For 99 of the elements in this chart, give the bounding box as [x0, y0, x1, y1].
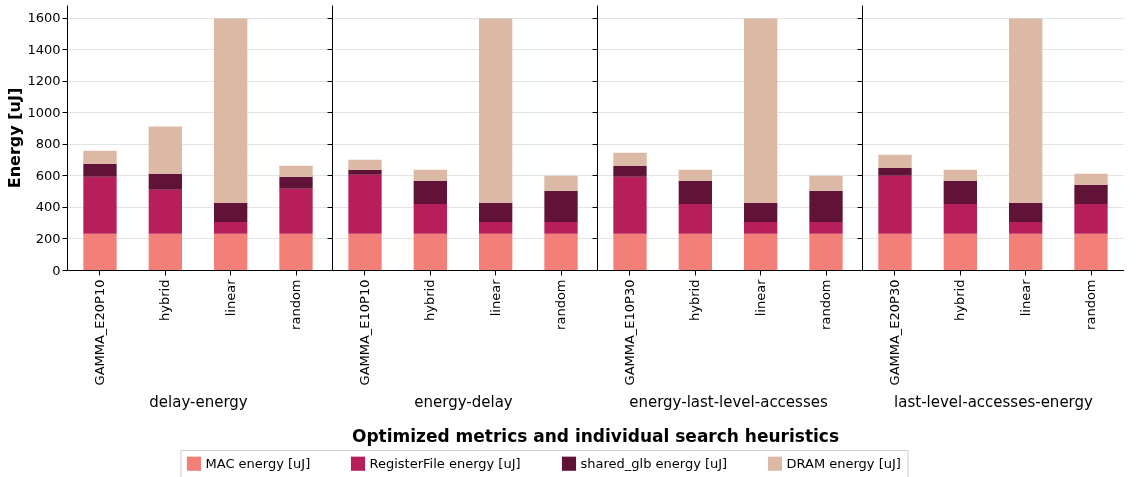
x-tick-label: GAMMA_E20P30: [886, 279, 902, 386]
legend-label: RegisterFile energy [uJ]: [369, 455, 521, 471]
bar: [148, 189, 182, 234]
bar: [214, 233, 248, 270]
bar: [878, 154, 912, 168]
bar: [1009, 233, 1043, 270]
x-tick-label: linear: [222, 278, 238, 317]
bar: [148, 126, 182, 174]
bar: [479, 202, 513, 222]
bar: [479, 233, 513, 270]
bar: [413, 169, 447, 181]
x-tick-label: random: [288, 279, 304, 330]
legend-label: MAC energy [uJ]: [205, 455, 311, 471]
bar: [413, 233, 447, 270]
bar: [678, 203, 712, 234]
bar: [613, 233, 647, 270]
bar: [1074, 203, 1108, 234]
x-axis-title: energy-last-level-accesses: [629, 393, 828, 412]
x-tick-label: GAMMA_E10P10: [357, 279, 372, 386]
y-tick-label: 1600: [27, 10, 61, 26]
bar: [279, 233, 313, 270]
x-tick-label: linear: [1017, 278, 1033, 317]
bar: [1009, 221, 1043, 234]
bar: [348, 233, 382, 270]
y-tick-label: 0: [52, 262, 61, 278]
bar: [809, 221, 843, 234]
bar: [83, 176, 117, 234]
bar: [544, 190, 578, 222]
bar: [613, 165, 647, 177]
y-tick-label: 200: [35, 230, 61, 246]
bar: [148, 233, 182, 270]
bar: [678, 233, 712, 270]
bar: [348, 159, 382, 170]
legend-label: DRAM energy [uJ]: [786, 455, 901, 471]
bar: [943, 233, 977, 270]
x-tick-label: random: [553, 279, 569, 330]
bar: [544, 175, 578, 191]
y-tick-label: 1200: [27, 73, 61, 89]
bar: [943, 203, 977, 234]
x-tick-label: linear: [487, 278, 503, 317]
bar: [1074, 173, 1108, 185]
y-tick-label: 1000: [27, 104, 61, 120]
bar: [1074, 184, 1108, 204]
bar: [809, 190, 843, 222]
bar: [1009, 18, 1043, 203]
x-axis-title: energy-delay: [414, 393, 513, 412]
bar: [279, 176, 313, 189]
bar: [878, 167, 912, 176]
y-tick-label: 1400: [27, 41, 61, 57]
x-tick-label: hybrid: [952, 279, 968, 321]
bar: [279, 165, 313, 177]
bar: [744, 221, 778, 234]
legend-label: shared_glb energy [uJ]: [580, 455, 728, 471]
x-tick-label: hybrid: [157, 279, 173, 321]
x-tick-label: GAMMA_E20P10: [92, 279, 107, 386]
bar: [613, 176, 647, 234]
bar: [479, 18, 513, 203]
bar: [809, 175, 843, 191]
bar: [413, 180, 447, 204]
bar: [279, 188, 313, 234]
bar: [479, 221, 513, 234]
bar: [744, 18, 778, 203]
bar: [943, 169, 977, 181]
bar: [613, 152, 647, 166]
bar: [83, 150, 117, 164]
bar: [744, 202, 778, 222]
bar: [348, 169, 382, 175]
bar: [878, 175, 912, 234]
y-axis-title: Energy [uJ]: [5, 87, 25, 189]
bar: [544, 221, 578, 234]
bar: [943, 180, 977, 204]
bar: [214, 202, 248, 222]
bar: [678, 180, 712, 204]
bar: [214, 221, 248, 234]
y-tick-label: 600: [35, 167, 61, 183]
bar: [83, 163, 117, 177]
bar: [148, 173, 182, 190]
bar: [744, 233, 778, 270]
x-axis-title: last-level-accesses-energy: [894, 393, 1094, 412]
x-tick-label: random: [818, 279, 834, 330]
x-tick-label: random: [1083, 279, 1099, 330]
bar: [678, 169, 712, 181]
bar: [809, 233, 843, 270]
x-axis-title: delay-energy: [149, 393, 248, 412]
y-tick-label: 400: [35, 199, 61, 215]
bar: [348, 174, 382, 234]
x-tick-label: hybrid: [687, 279, 703, 321]
x-tick-label: hybrid: [422, 279, 438, 321]
bar: [544, 233, 578, 270]
y-tick-label: 800: [35, 136, 61, 152]
bar: [83, 233, 117, 270]
bar: [413, 203, 447, 234]
bar: [214, 18, 248, 203]
bar: [1074, 233, 1108, 270]
x-tick-label: GAMMA_E10P30: [621, 279, 637, 386]
bar: [878, 233, 912, 270]
text: Optimized metrics and individual search heuristics: [351, 426, 840, 446]
x-tick-label: linear: [752, 278, 768, 317]
bar: [1009, 202, 1043, 222]
